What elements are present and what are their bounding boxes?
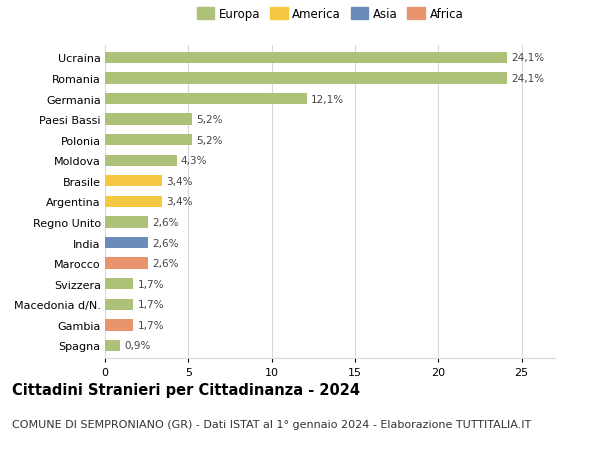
Text: 1,7%: 1,7% [137,320,164,330]
Text: COMUNE DI SEMPRONIANO (GR) - Dati ISTAT al 1° gennaio 2024 - Elaborazione TUTTIT: COMUNE DI SEMPRONIANO (GR) - Dati ISTAT … [12,419,531,429]
Text: 24,1%: 24,1% [511,74,544,84]
Bar [105,155,176,167]
Text: 3,4%: 3,4% [166,176,193,186]
Bar [105,340,120,351]
Bar [105,319,133,331]
Legend: Europa, America, Asia, Africa: Europa, America, Asia, Africa [192,3,468,26]
Text: 1,7%: 1,7% [137,300,164,310]
Text: 5,2%: 5,2% [196,135,223,146]
Text: 2,6%: 2,6% [152,238,179,248]
Text: 4,3%: 4,3% [181,156,208,166]
Text: 3,4%: 3,4% [166,197,193,207]
Bar [105,134,191,146]
Bar [105,217,148,228]
Text: 1,7%: 1,7% [137,279,164,289]
Bar [105,279,133,290]
Bar [105,258,148,269]
Text: Cittadini Stranieri per Cittadinanza - 2024: Cittadini Stranieri per Cittadinanza - 2… [12,382,360,397]
Text: 0,9%: 0,9% [124,341,151,351]
Text: 24,1%: 24,1% [511,53,544,63]
Bar [105,196,161,207]
Bar [105,114,191,125]
Bar [105,94,307,105]
Text: 5,2%: 5,2% [196,115,223,125]
Bar [105,237,148,249]
Bar [105,299,133,310]
Text: 2,6%: 2,6% [152,258,179,269]
Bar [105,53,506,64]
Bar [105,73,506,84]
Text: 2,6%: 2,6% [152,218,179,228]
Bar [105,176,161,187]
Text: 12,1%: 12,1% [311,94,344,104]
